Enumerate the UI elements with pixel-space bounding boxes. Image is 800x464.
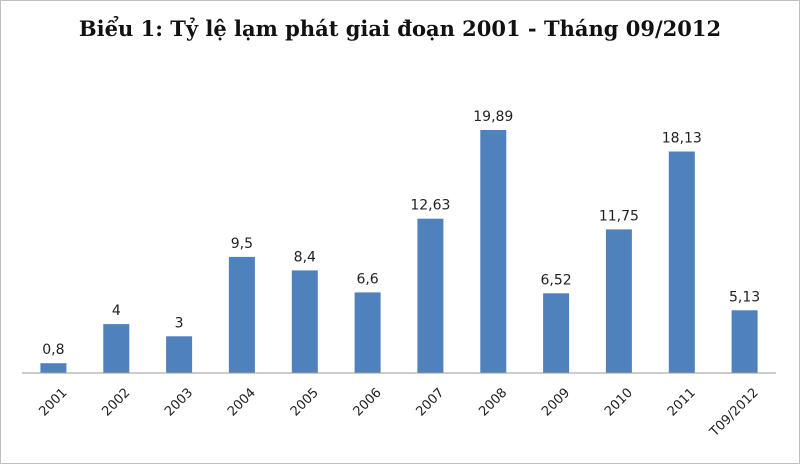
x-tick-label-2007: 2007 (413, 385, 447, 419)
data-label-2005: 8,4 (294, 249, 316, 265)
bar-2008 (480, 130, 507, 373)
x-tick-label-2009: 2009 (539, 385, 573, 419)
data-label-2009: 6,52 (541, 272, 572, 288)
data-label-T09/2012: 5,13 (729, 289, 760, 305)
x-tick-label-2005: 2005 (288, 385, 322, 419)
bar-2003 (166, 336, 193, 373)
bar-2007 (417, 218, 444, 373)
bar-2001 (40, 363, 67, 373)
bar-2009 (543, 293, 570, 373)
bar-2005 (291, 270, 318, 373)
x-tick-label-2011: 2011 (665, 385, 699, 419)
data-label-2002: 4 (112, 303, 121, 319)
bar-T09/2012 (731, 310, 758, 373)
data-label-2008: 19,89 (473, 109, 513, 125)
x-tick-label-2006: 2006 (351, 385, 385, 419)
data-label-2003: 3 (175, 315, 184, 331)
bar-2002 (103, 324, 130, 373)
x-tick-label-2002: 2002 (99, 385, 133, 419)
data-label-2006: 6,6 (356, 271, 378, 287)
x-tick-label-2001: 2001 (36, 385, 70, 419)
bar-2010 (605, 229, 632, 373)
x-tick-label-T09/2012: T09/2012 (707, 385, 762, 440)
x-tick-label-2008: 2008 (476, 385, 510, 419)
bar-2006 (354, 292, 381, 373)
bar-2004 (228, 256, 255, 373)
data-label-2007: 12,63 (410, 198, 450, 214)
chart-title: Biểu 1: Tỷ lệ lạm phát giai đoạn 2001 - … (78, 16, 722, 41)
data-label-2004: 9,5 (231, 236, 253, 252)
x-tick-label-2003: 2003 (162, 385, 196, 419)
bar-2011 (668, 151, 695, 373)
x-tick-label-2004: 2004 (225, 385, 259, 419)
data-label-2001: 0,8 (42, 342, 64, 358)
data-label-2011: 18,13 (662, 131, 702, 147)
data-label-2010: 11,75 (599, 208, 639, 224)
x-tick-label-2010: 2010 (602, 385, 636, 419)
